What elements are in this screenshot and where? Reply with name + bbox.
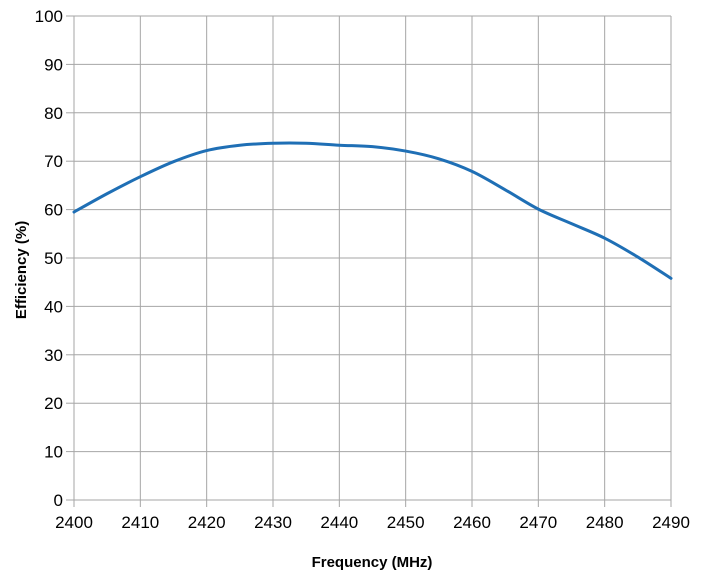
y-tick-labels: 0 10 20 30 40 50 60 70 80 90 100 [35, 7, 63, 510]
y-tick-label: 30 [44, 346, 63, 365]
x-tick-label: 2430 [254, 513, 292, 532]
x-tick-label: 2470 [519, 513, 557, 532]
grid [66, 15, 672, 507]
x-tick-label: 2460 [453, 513, 491, 532]
x-tick-label: 2440 [320, 513, 358, 532]
y-tick-label: 60 [44, 201, 63, 220]
y-tick-label: 0 [54, 491, 63, 510]
y-tick-label: 100 [35, 7, 63, 26]
y-tick-label: 80 [44, 104, 63, 123]
y-tick-label: 90 [44, 55, 63, 74]
x-tick-label: 2400 [55, 513, 93, 532]
y-tick-label: 40 [44, 297, 63, 316]
x-tick-label: 2480 [586, 513, 624, 532]
x-tick-label: 2450 [387, 513, 425, 532]
x-tick-label: 2420 [188, 513, 226, 532]
y-tick-label: 20 [44, 394, 63, 413]
y-axis-title: Efficiency (%) [13, 221, 30, 319]
x-tick-labels: 2400 2410 2420 2430 2440 2450 2460 2470 2480 2490 [55, 513, 690, 532]
efficiency-series-line [72, 141, 673, 280]
y-tick-label: 70 [44, 152, 63, 171]
y-tick-label: 50 [44, 249, 63, 268]
y-tick-label: 10 [44, 443, 63, 462]
x-axis-title: Frequency (MHz) [312, 554, 433, 571]
series-group [72, 141, 673, 280]
x-tick-label: 2490 [652, 513, 690, 532]
x-tick-label: 2410 [121, 513, 159, 532]
